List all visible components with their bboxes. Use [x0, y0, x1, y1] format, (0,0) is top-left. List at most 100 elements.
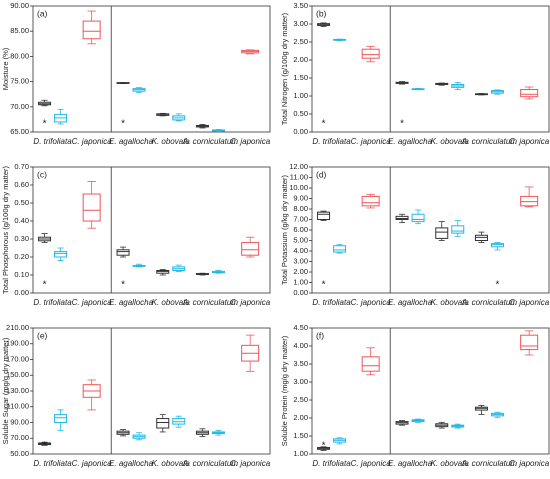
box [361, 48, 380, 59]
category-label: E. agallocha [388, 137, 433, 146]
plot-frame [32, 327, 271, 455]
y-tick-label: 0.30 [14, 234, 29, 243]
y-tick-label: 6.00 [293, 225, 308, 234]
y-tick-label: 1.00 [293, 91, 308, 100]
box [116, 249, 130, 256]
significance-mark: * [121, 119, 125, 130]
category-label: D. trifoliata [33, 298, 72, 307]
panel: 65.00 70.00 75.00 80.00 85.00 90.00 Moisture (… [1, 1, 271, 146]
category-label: E. agallocha [109, 459, 154, 468]
y-tick-label: 50.00 [10, 449, 29, 458]
y-tick-label: 0.40 [14, 216, 29, 225]
y-tick-label: 2.50 [293, 395, 308, 404]
y-tick-label: 0.10 [14, 270, 29, 279]
y-tick-label: 11.00 [290, 172, 308, 181]
y-tick-label: 3.50 [293, 1, 308, 10]
y-tick-label: 4.50 [293, 323, 308, 332]
category-label: C. japonica [230, 298, 271, 307]
category-label: C. japonica [509, 298, 550, 307]
y-tick-label: 90.00 [10, 1, 29, 10]
box [361, 195, 380, 207]
y-tick-label: 0.70 [14, 162, 29, 171]
box [317, 211, 331, 220]
category-label: D. trifoliata [312, 298, 351, 307]
box [156, 418, 170, 429]
significance-mark: * [496, 280, 500, 291]
y-axis-title: Total Phosphorous (g/100g dry matter) [1, 166, 10, 294]
category-label: A. corniculatum [461, 298, 517, 307]
y-tick-label: 110.00 [7, 402, 29, 411]
y-tick-label: 80.00 [10, 51, 29, 60]
box [82, 193, 101, 222]
significance-mark: * [43, 280, 47, 291]
y-tick-label: 210.00 [6, 323, 29, 332]
category-label: K. obovata [152, 298, 191, 307]
category-label: K. obovata [431, 298, 470, 307]
y-tick-label: 7.00 [293, 214, 308, 223]
y-tick-label: 2.00 [293, 55, 308, 64]
category-label: C. japonica [351, 137, 392, 146]
plot-frame [32, 166, 271, 294]
box [54, 414, 68, 423]
category-label: K. obovata [152, 459, 191, 468]
y-tick-label: 0.00 [293, 127, 308, 136]
category-label: K. obovata [431, 459, 470, 468]
panel-label: (d) [316, 169, 327, 179]
category-label: A. corniculatum [182, 459, 238, 468]
box [520, 89, 539, 98]
significance-mark: * [322, 119, 326, 130]
box [395, 215, 409, 221]
y-axis-title: Soluble Sugar (mg/g dry matter) [1, 337, 10, 444]
box [361, 356, 380, 372]
y-tick-label: 70.00 [10, 433, 29, 442]
category-label: A. corniculatum [182, 298, 238, 307]
y-tick-label: 3.00 [293, 256, 308, 265]
category-label: D. trifoliata [312, 137, 351, 146]
y-axis-title: Total Nitrogen (g/100g dry matter) [280, 12, 289, 125]
box [520, 195, 539, 207]
category-label: E. agallocha [388, 459, 433, 468]
y-tick-label: 75.00 [10, 77, 29, 86]
category-label: C. japonica [351, 459, 392, 468]
category-label: D. trifoliata [33, 459, 72, 468]
category-label: D. trifoliata [33, 137, 72, 146]
category-label: C. japonica [72, 298, 113, 307]
category-label: D. trifoliata [312, 459, 351, 468]
panel-label: (b) [316, 8, 327, 18]
category-label: C. japonica [72, 137, 113, 146]
significance-mark: * [322, 280, 326, 291]
panel: 0.00 1.002.00 3.004.00 5.006.00 7.008.00 9.00… [280, 162, 550, 307]
category-label: E. agallocha [388, 298, 433, 307]
y-tick-label: 65.00 [10, 127, 29, 136]
plot-frame [311, 166, 550, 294]
y-tick-label: 10.00 [289, 183, 308, 192]
y-tick-label: 2.00 [293, 413, 308, 422]
y-tick-label: 3.00 [293, 377, 308, 386]
box [82, 20, 101, 40]
y-tick-label: 4.00 [293, 341, 308, 350]
panel: 0.00 0.10 0.20 0.30 0.40 0.50 0.60 0.70 Total Ph… [1, 162, 271, 307]
panel-label: (e) [37, 330, 48, 340]
category-label: E. agallocha [109, 137, 154, 146]
box [241, 242, 260, 256]
significance-mark: * [400, 119, 404, 130]
category-label: A. corniculatum [461, 459, 517, 468]
y-tick-label: 1.00 [293, 277, 308, 286]
y-tick-label: 170.00 [6, 354, 29, 363]
category-label: C. japonica [509, 137, 550, 146]
panel: 0.00 0.50 1.00 1.50 2.00 2.50 3.00 3.50 Total Ni… [280, 1, 550, 146]
significance-mark: * [322, 441, 326, 452]
y-tick-label: 150.00 [6, 370, 29, 379]
y-tick-label: 8.00 [293, 204, 308, 213]
category-label: A. corniculatum [182, 137, 238, 146]
plot-frame [311, 5, 550, 133]
panel: 50.00 70.00 90.00 110.00 130.00 150.00 170.00 1… [1, 323, 271, 468]
category-label: E. agallocha [109, 298, 154, 307]
y-tick-label: 85.00 [10, 26, 29, 35]
box [435, 227, 449, 239]
significance-mark: * [43, 119, 47, 130]
category-label: C. japonica [72, 459, 113, 468]
category-label: C. japonica [230, 137, 271, 146]
plot-frame [32, 5, 271, 133]
